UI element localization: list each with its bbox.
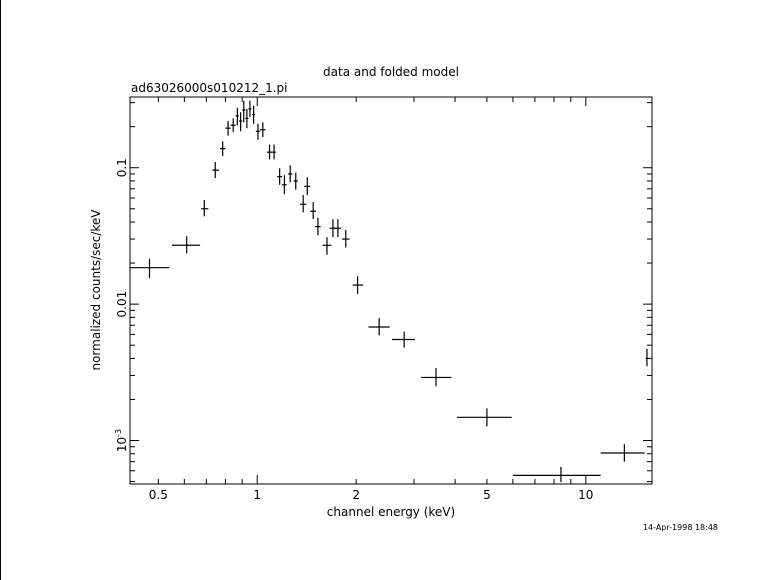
data-point <box>300 195 307 213</box>
x-axis-label: channel energy (keV) <box>327 505 455 519</box>
data-point <box>219 141 226 156</box>
data-point <box>242 100 246 123</box>
y-tick-label: 0.01 <box>115 291 129 318</box>
data-point <box>334 219 342 238</box>
data-point <box>310 202 317 220</box>
data-point <box>391 331 415 348</box>
x-tick-label: 10 <box>578 488 593 502</box>
data-point <box>368 318 390 336</box>
data-point <box>266 144 273 160</box>
data-point <box>512 466 601 483</box>
data-point <box>230 118 236 132</box>
data-point <box>304 177 311 196</box>
plot-frame <box>129 96 653 485</box>
data-point <box>212 162 220 179</box>
data-point <box>260 122 266 137</box>
data-point <box>352 276 364 294</box>
data-points <box>130 100 649 483</box>
chart-subtitle: ad63026000s010212_1.pi <box>131 81 288 95</box>
data-point <box>255 123 261 140</box>
data-point <box>171 236 201 254</box>
data-point <box>287 165 293 183</box>
data-point <box>600 444 645 462</box>
y-axis-label: normalized counts/sec/keV <box>89 209 103 371</box>
data-point <box>277 168 283 185</box>
data-point <box>225 121 231 136</box>
y-tick-label: 0.1 <box>115 158 129 177</box>
data-point <box>420 368 452 387</box>
data-point <box>282 175 287 195</box>
data-point <box>272 144 276 160</box>
data-point <box>456 408 512 427</box>
data-point <box>293 172 298 190</box>
tick-labels: 0.5 1 2 5 10 10-3 0.01 0.1 <box>114 158 593 502</box>
data-point <box>238 112 243 132</box>
data-point <box>248 100 252 118</box>
y-tick-label: 10-3 <box>114 429 129 452</box>
data-point <box>245 108 249 129</box>
data-point <box>235 107 239 126</box>
data-point <box>252 105 256 124</box>
x-tick-label: 2 <box>352 488 360 502</box>
data-point <box>315 217 321 236</box>
data-point <box>201 199 209 217</box>
axis-ticks <box>130 97 652 484</box>
x-tick-label: 1 <box>253 488 261 502</box>
data-point <box>322 237 332 255</box>
data-point <box>130 258 170 279</box>
data-point <box>645 348 649 367</box>
chart-title: data and folded model <box>323 65 459 79</box>
x-tick-label: 0.5 <box>149 488 168 502</box>
x-tick-label: 5 <box>483 488 491 502</box>
timestamp-label: 14-Apr-1998 18:48 <box>643 523 718 532</box>
data-point <box>341 229 350 248</box>
